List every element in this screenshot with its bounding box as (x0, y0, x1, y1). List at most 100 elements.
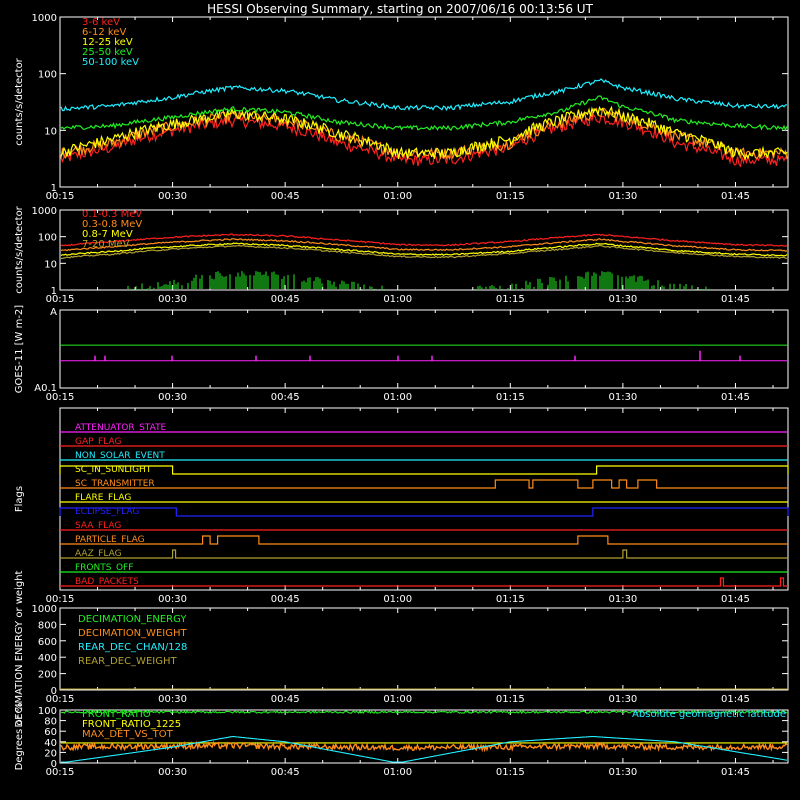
panel-decimation-panel: 00:15 00:30 00:45 01:00 01:15 01:30 01:45 DECIM… (14, 570, 789, 727)
panel-x-ray-panel: 00:15 00:30 00:45 01:00 01:15 01:30 01:45 count… (14, 13, 789, 202)
x-tick-label: 01:45 (721, 191, 750, 202)
annotation: Absolute geomagnetic latitude (632, 709, 786, 720)
x-tick-label: 00:30 (158, 294, 187, 305)
y-axis-label: GOES-11 [W m-2] (14, 305, 25, 393)
y-tick-label: 1000 (32, 206, 57, 217)
x-tick-label: 01:45 (721, 392, 750, 403)
panel-frame (59, 309, 789, 389)
flag-label: BAD_PACKETS (75, 577, 139, 587)
x-tick-label: 00:15 (46, 767, 75, 778)
series-line (61, 244, 787, 259)
y-tick-label: 100 (38, 706, 57, 717)
x-tick-label: 01:00 (383, 694, 412, 705)
x-tick-label: 00:45 (271, 694, 300, 705)
y-tick-label: 0 (51, 686, 57, 697)
flag-trace (59, 507, 789, 517)
y-axis-label: counts/s/detector (14, 205, 25, 293)
x-tick-label: 00:45 (271, 767, 300, 778)
series-line (60, 95, 788, 132)
y-tick-label: A (50, 307, 57, 318)
panels: 00:15 00:30 00:45 01:00 01:15 01:30 01:45 count… (14, 13, 789, 778)
series-line (60, 78, 788, 112)
legend-entry: 0.1-0.3 MeV (82, 209, 142, 220)
x-tick-label: 01:15 (496, 392, 525, 403)
series-line (60, 105, 788, 161)
x-tick-label: 00:15 (46, 594, 75, 605)
x-tick-label: 00:15 (46, 694, 75, 705)
x-tick-label: 01:00 (383, 294, 412, 305)
flag-label: GAP_FLAG (75, 437, 121, 447)
panel-gamma-panel: 00:15 00:30 00:45 01:00 01:15 01:30 01:45 count… (14, 205, 789, 305)
x-tick-label: 01:45 (721, 767, 750, 778)
legend-entry: REAR_DEC_CHAN/128 (78, 642, 187, 653)
flag-label: FRONTS_OFF (75, 563, 133, 573)
legend-entry: 6-12 keV (82, 27, 126, 38)
flag-trace (60, 479, 788, 489)
legend-entry: DECIMATION_ENERGY (78, 614, 187, 625)
x-tick-label: 00:30 (158, 392, 187, 403)
x-tick-label: 01:00 (383, 767, 412, 778)
panel-ratio-panel: 00:15 00:30 00:45 01:00 01:15 01:30 01:45 Degre… (14, 703, 789, 778)
legend-entry: MAX_DET_VS_TOT (82, 729, 174, 740)
x-tick-label: 01:00 (383, 594, 412, 605)
y-axis-label: DECIMATION ENERGY or weight (14, 570, 25, 727)
y-tick-label: 60 (44, 727, 57, 738)
panel-frame (59, 709, 789, 764)
x-tick-label: 01:30 (608, 392, 637, 403)
y-tick-label: 40 (44, 738, 57, 749)
flag-label: AAZ_FLAG (75, 549, 122, 559)
y-tick-label: 0 (51, 759, 57, 770)
x-tick-label: 01:45 (721, 294, 750, 305)
x-tick-label: 01:00 (383, 191, 412, 202)
x-tick-label: 01:15 (496, 191, 525, 202)
panel-frame (59, 407, 789, 591)
y-tick-label: 1000 (32, 13, 57, 24)
panel-frame (59, 16, 789, 188)
flag-label: PARTICLE_FLAG (75, 535, 145, 545)
x-tick-label: 00:30 (158, 694, 187, 705)
y-tick-label: 1 (51, 286, 57, 297)
x-tick-label: 00:45 (271, 594, 300, 605)
x-tick-label: 00:30 (158, 594, 187, 605)
legend-entry: REAR_DEC_WEIGHT (78, 656, 177, 667)
x-tick-label: 00:15 (46, 392, 75, 403)
y-tick-label: 1000 (32, 604, 57, 615)
flag-label: NON_SOLAR_EVENT (75, 451, 165, 461)
x-tick-label: 01:45 (721, 694, 750, 705)
x-tick-label: 01:45 (721, 594, 750, 605)
y-tick-label: 800 (38, 620, 57, 631)
y-axis-label: counts/s/detector (14, 57, 25, 145)
y-axis-label: Degrees or % (14, 703, 25, 771)
y-tick-label: 1 (51, 183, 57, 194)
flag-label: SC_TRANSMITTER (75, 479, 155, 489)
panel-goes-panel: 00:15 00:30 00:45 01:00 01:15 01:30 01:45 GOES-… (14, 305, 789, 403)
series-line (60, 233, 788, 247)
flag-label: ECLIPSE_FLAG (75, 507, 139, 517)
flag-label: FLARE_FLAG (75, 493, 131, 503)
legend-entry: FRONT_RATIO (82, 709, 151, 720)
x-tick-label: 00:45 (271, 191, 300, 202)
x-tick-label: 00:45 (271, 392, 300, 403)
y-tick-label: 100 (38, 70, 57, 81)
legend-entry: 50-100 keV (82, 57, 139, 68)
x-tick-label: 01:15 (496, 694, 525, 705)
series-line (60, 238, 788, 252)
panel-flags-panel: 00:15 00:30 00:45 01:00 01:15 01:30 01:45 Flags… (14, 407, 789, 605)
x-tick-label: 00:30 (158, 191, 187, 202)
y-tick-label: 200 (38, 670, 57, 681)
x-tick-label: 01:15 (496, 767, 525, 778)
y-tick-label: 400 (38, 653, 57, 664)
flag-label: ATTENUATOR_STATE (75, 423, 167, 433)
x-tick-label: 00:30 (158, 767, 187, 778)
x-tick-label: 01:30 (608, 294, 637, 305)
flag-trace (60, 535, 788, 545)
flag-label: SAA_FLAG (75, 521, 121, 531)
flag-trace (59, 465, 789, 475)
x-tick-label: 01:30 (608, 594, 637, 605)
x-tick-label: 01:30 (608, 191, 637, 202)
y-axis-label: Flags (14, 486, 25, 512)
legend-entry: 3-6 keV (82, 17, 120, 28)
series-line (61, 735, 788, 763)
flag-trace (60, 577, 788, 587)
